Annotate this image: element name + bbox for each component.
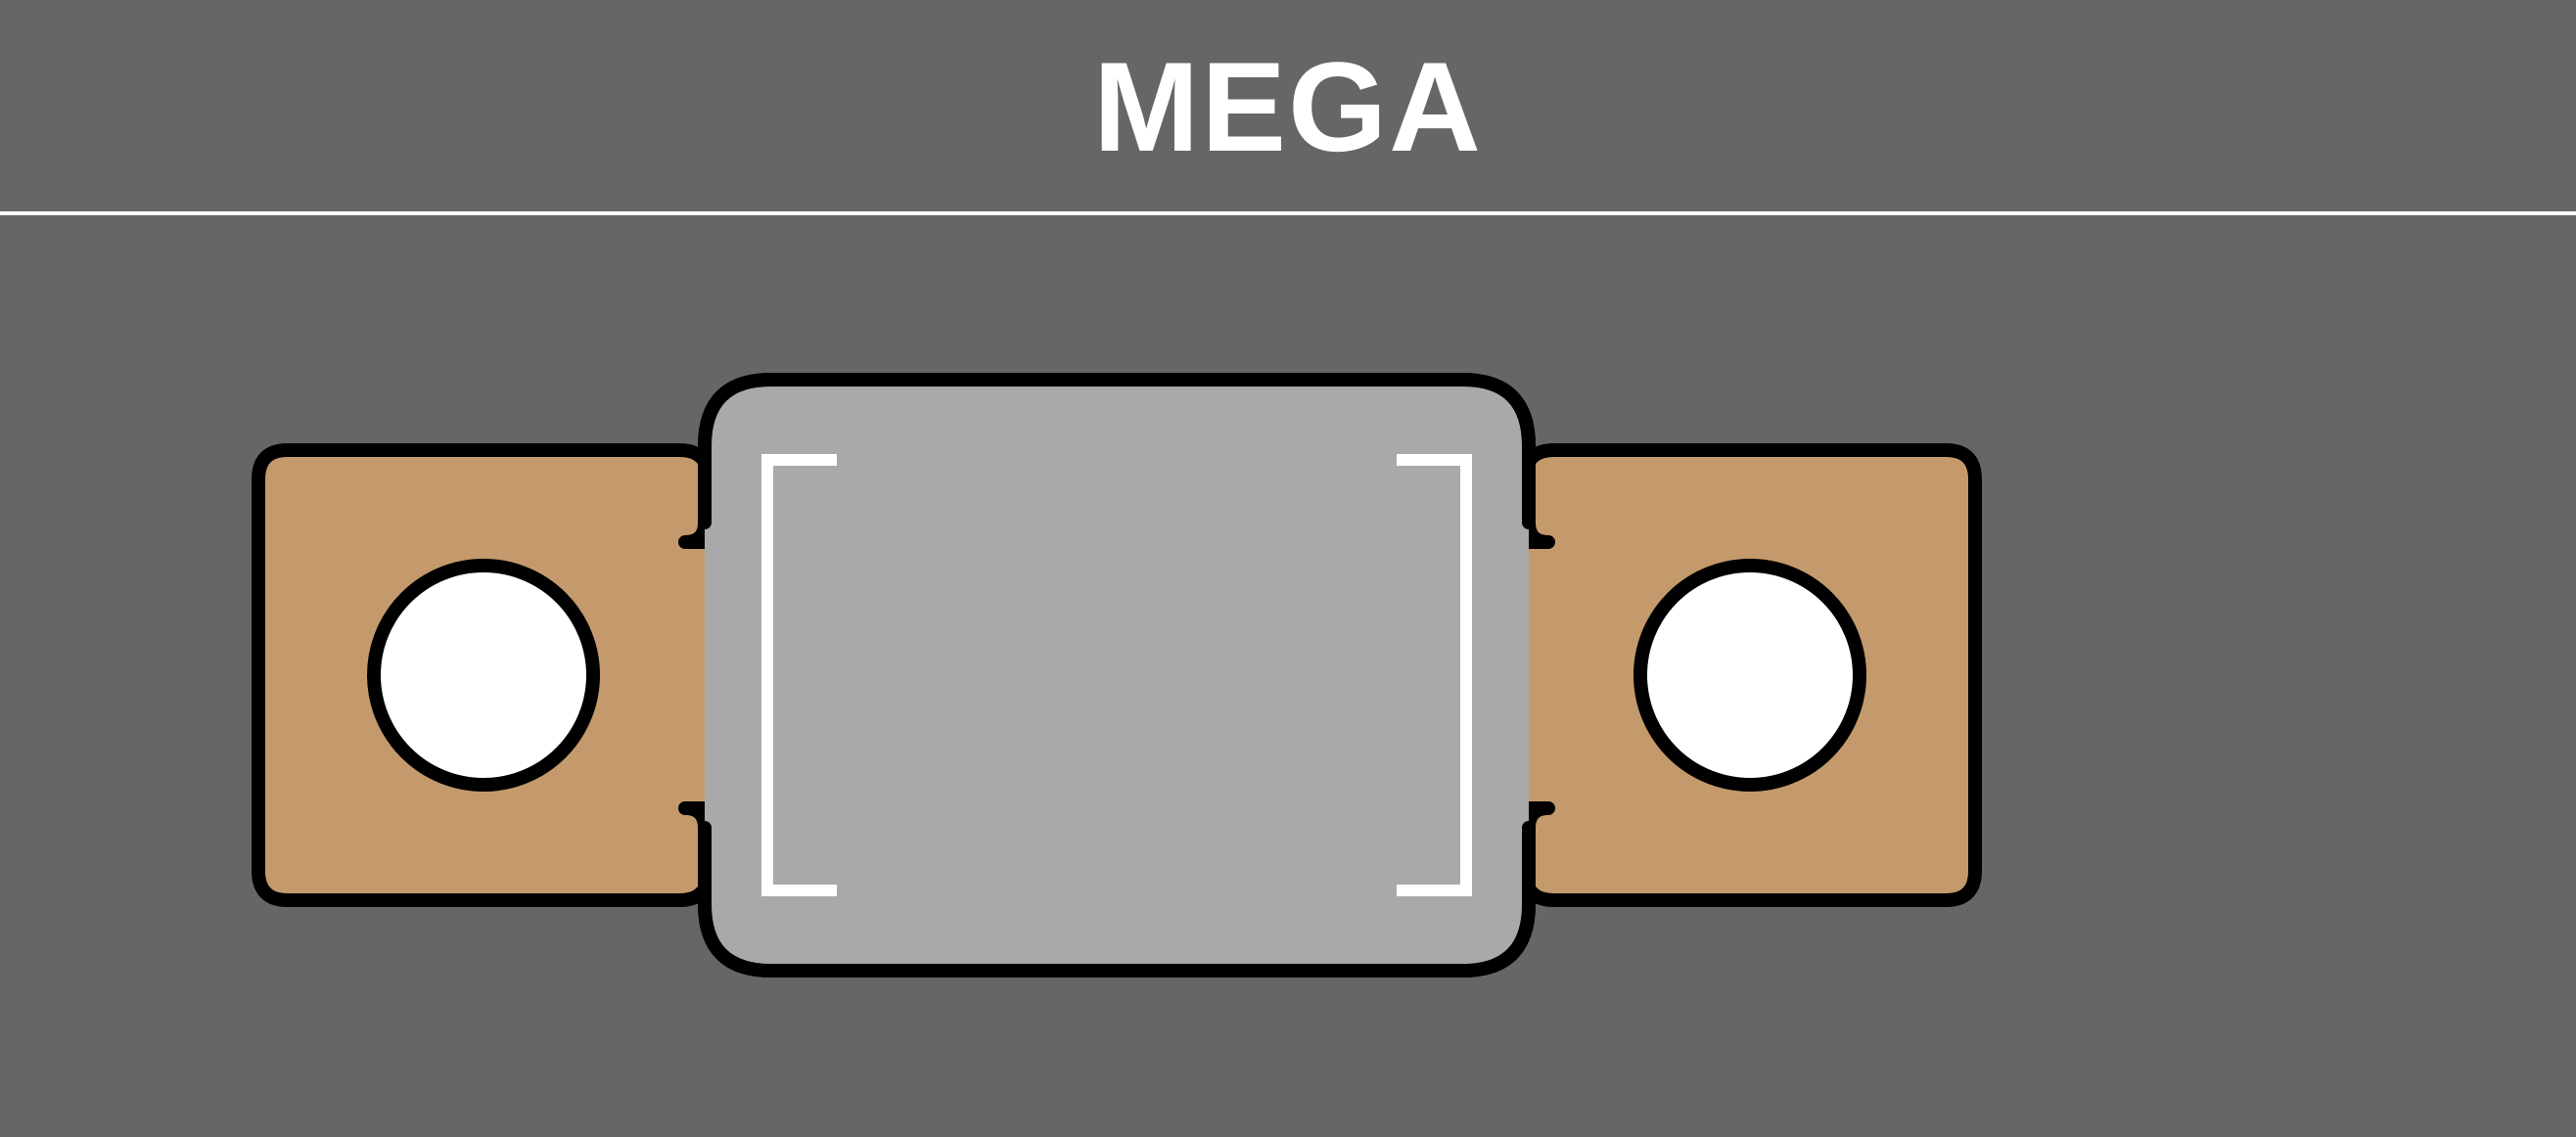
fuse-hole-left [374,566,593,785]
fuse-hole-right [1640,566,1860,785]
fuse-svg: MEGA [0,0,2576,1137]
fuse-body [705,380,1529,971]
fuse-diagram: MEGA [0,0,2576,1137]
diagram-title: MEGA [1093,35,1483,178]
